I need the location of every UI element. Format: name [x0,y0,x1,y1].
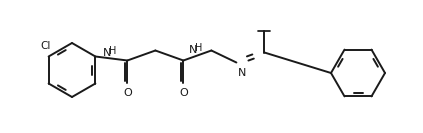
Text: O: O [179,88,188,97]
Text: Cl: Cl [41,41,51,51]
Text: H: H [195,43,202,53]
Text: N: N [237,68,246,78]
Text: H: H [109,46,116,56]
Text: N: N [103,48,112,58]
Text: N: N [189,45,198,55]
Text: O: O [123,88,132,97]
